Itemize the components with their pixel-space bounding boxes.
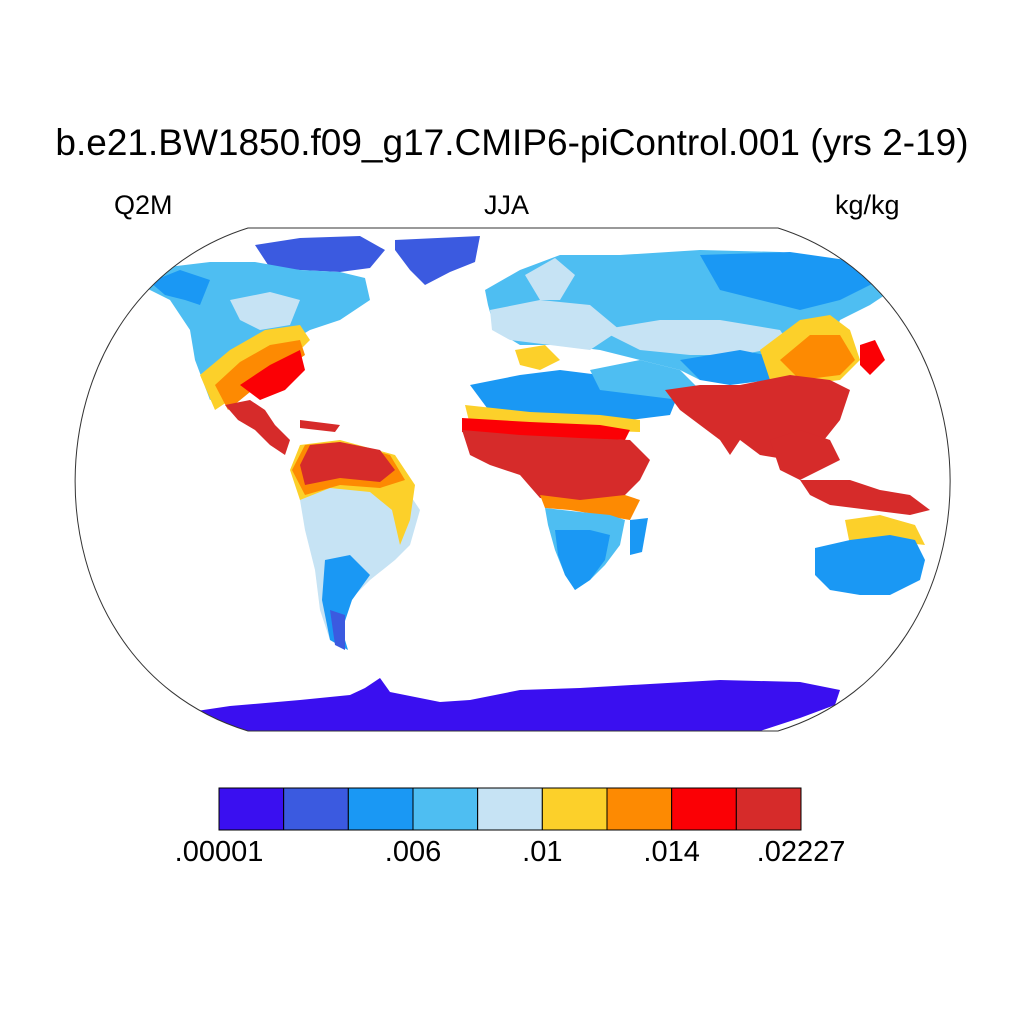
colorbar-box [541,787,608,831]
colorbar-box [283,787,349,831]
colorbar-box [412,787,479,831]
southern-africa-blue [555,530,610,590]
colorbar-label: .00001 [174,836,264,868]
colorbar-boxes [218,787,802,831]
central-africa [462,430,650,505]
colorbar-box [218,787,285,831]
colorbar-label: .014 [643,836,700,868]
europe-pale [490,300,620,350]
season-label: JJA [484,190,530,220]
mediterranean-warm [515,345,560,370]
africa-warm-band [540,495,640,520]
caribbean [300,420,340,432]
japan [860,340,885,375]
plot-title: b.e21.BW1850.f09_g17.CMIP6-piControl.001… [55,122,969,163]
south-america-red [300,442,395,485]
colorbar-box [735,787,802,831]
east-asia-orange [780,335,855,380]
colorbar-label: .006 [384,836,442,868]
colorbar-label: .01 [522,836,563,868]
central-america [225,400,290,455]
colorbar-box [606,787,673,831]
north-america-pale [230,292,300,330]
arctic-canada [255,236,385,272]
greenland [395,236,480,285]
south-america-dark [330,610,345,650]
globe-outline [74,227,951,732]
north-america-warm3 [240,350,305,400]
australia-blue [815,535,925,595]
land-layer [140,236,951,731]
tibet-blue [680,350,790,385]
scandinavia [525,258,575,300]
variable-label: Q2M [114,190,173,220]
colorbar-label: .02227 [756,836,846,868]
units-label: kg/kg [835,190,900,220]
madagascar [630,518,648,555]
central-asia-pale [600,320,790,355]
north-america-blue [150,270,210,305]
colorbar-box [671,787,737,831]
indochina [770,430,840,480]
maritime-continent [800,480,930,515]
siberia-blue [700,252,880,310]
colorbar-box [347,787,414,831]
colorbar-box [477,787,543,831]
australia-warm [845,515,925,545]
antarctica [190,678,840,731]
